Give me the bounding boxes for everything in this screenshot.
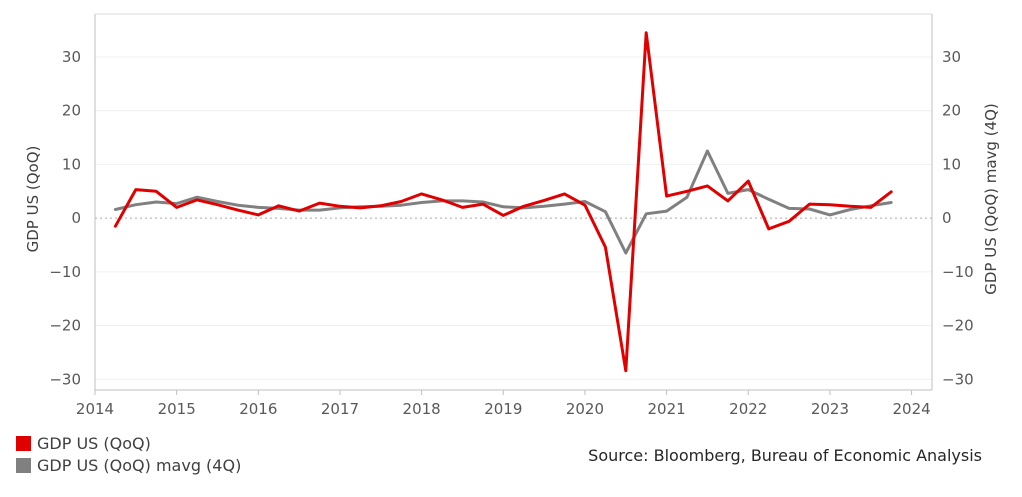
x-tick-label: 2020 <box>566 400 604 418</box>
y2-tick-label: 30 <box>942 48 961 66</box>
left-y-axis-title: GDP US (QoQ) <box>24 146 42 253</box>
right-y-axis-title: GDP US (QoQ) mavg (4Q) <box>982 103 1000 295</box>
y2-tick-label: 0 <box>942 209 952 227</box>
legend-item-gdp-mavg: GDP US (QoQ) mavg (4Q) <box>16 454 241 476</box>
source-note: Source: Bloomberg, Bureau of Economic An… <box>588 446 982 465</box>
x-tick-label: 2018 <box>403 400 441 418</box>
x-tick-label: 2019 <box>484 400 522 418</box>
legend-item-gdp: GDP US (QoQ) <box>16 432 241 454</box>
y2-tick-label: 10 <box>942 155 961 173</box>
y2-tick-label: −30 <box>942 370 974 388</box>
x-tick-label: 2016 <box>239 400 277 418</box>
x-tick-label: 2024 <box>892 400 930 418</box>
x-tick-label: 2023 <box>811 400 849 418</box>
left-y-tick-labels: 30 20 10 0 −10 −20 −30 <box>49 48 81 388</box>
gridlines <box>95 56 932 380</box>
series-lines <box>113 31 893 373</box>
x-tick-label: 2017 <box>321 400 359 418</box>
series-line-gdp-mavg <box>113 149 893 255</box>
x-tick-label: 2021 <box>648 400 686 418</box>
legend: GDP US (QoQ) GDP US (QoQ) mavg (4Q) <box>16 432 241 476</box>
x-tick-label: 2014 <box>76 400 114 418</box>
y-tick-label: 10 <box>62 155 81 173</box>
series-line-gdp <box>113 31 893 373</box>
y-tick-label: −30 <box>49 370 81 388</box>
y2-tick-label: −20 <box>942 317 974 335</box>
x-tick-label: 2015 <box>158 400 196 418</box>
y-tick-label: −10 <box>49 263 81 281</box>
y2-tick-label: 20 <box>942 102 961 120</box>
legend-swatch-gdp-mavg <box>16 457 31 473</box>
y-tick-label: 0 <box>71 209 81 227</box>
y-tick-label: 20 <box>62 102 81 120</box>
legend-label-gdp: GDP US (QoQ) <box>37 433 151 453</box>
right-y-tick-labels: 30 20 10 0 −10 −20 −30 <box>942 48 974 388</box>
y-tick-label: −20 <box>49 317 81 335</box>
y-tick-label: 30 <box>62 48 81 66</box>
x-tick-label: 2022 <box>729 400 767 418</box>
y2-tick-label: −10 <box>942 263 974 281</box>
legend-label-gdp-mavg: GDP US (QoQ) mavg (4Q) <box>37 455 242 475</box>
legend-swatch-gdp <box>16 435 31 451</box>
x-tick-labels: 2014 2015 2016 2017 2018 2019 2020 2021 2022 2023… <box>76 390 931 418</box>
